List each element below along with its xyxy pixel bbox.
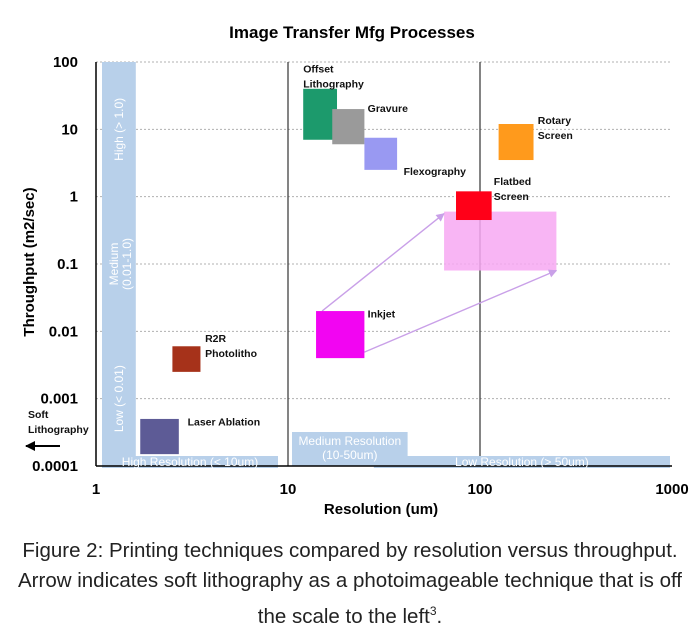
resolution-band [102, 456, 278, 468]
throughput-band-label: Low (< 0.01) [112, 365, 126, 432]
y-tick-label: 0.0001 [32, 458, 78, 475]
marker-offset-lithography [303, 88, 338, 140]
x-tick-label: 10 [280, 481, 297, 498]
label-gravure: Gravure [368, 103, 408, 115]
point-layer [140, 88, 534, 455]
resolution-band-label: Low Resolution (> 50um) [455, 455, 589, 469]
label-soft-lithography: Soft Lithography [28, 409, 89, 436]
marker-inkjet [316, 311, 365, 359]
marker-r2r-photolitho [172, 346, 201, 372]
arrow-upper [321, 213, 445, 312]
chart-title: Image Transfer Mfg Processes [229, 23, 475, 42]
y-tick-label: 1 [70, 189, 78, 206]
axis-layer [95, 62, 672, 467]
label-inkjet: Inkjet [368, 309, 396, 321]
x-tick-label: 1000 [655, 481, 688, 498]
x-tick-label: 1 [92, 481, 100, 498]
caption-footnote: 3 [429, 604, 437, 618]
marker-laser-ablation [140, 418, 179, 455]
label-rotary-screen: Rotary Screen [538, 115, 573, 142]
band-layer [102, 62, 670, 468]
throughput-band-label: High (> 1.0) [112, 98, 126, 161]
label-layer: High (> 1.0) Medium(0.01-1.0) Low (< 0.01)… [25, 54, 689, 498]
grid [96, 61, 672, 467]
y-tick-label: 0.01 [49, 323, 78, 340]
label-offset-lithography: Offset Lithography [303, 63, 364, 90]
label-flatbed-screen: Flatbed Screen [494, 176, 531, 203]
y-axis-label: Throughput (m2/sec) [21, 187, 38, 336]
y-tick-label: 0.1 [57, 256, 78, 273]
resolution-band [373, 456, 670, 468]
marker-flexography [364, 137, 398, 170]
marker-rotary-screen [498, 124, 534, 161]
marker-gravure [332, 109, 365, 145]
y-tick-label: 0.001 [40, 391, 78, 408]
x-axis-label: Resolution (um) [324, 501, 438, 518]
y-tick-label: 100 [53, 54, 78, 71]
resolution-band-label: High Resolution (< 10um) [122, 455, 258, 469]
region-rect [444, 211, 557, 271]
region-layer [321, 211, 558, 353]
resolution-band-label: Medium Resolution (10-50um) [298, 434, 401, 462]
y-tick-label: 10 [61, 121, 78, 138]
label-laser-ablation: Laser Ablation [188, 416, 261, 428]
label-flexography: Flexography [404, 166, 467, 178]
throughput-band [102, 62, 136, 466]
throughput-band-label: Medium(0.01-1.0) [107, 238, 134, 290]
arrow-lower [364, 269, 558, 353]
caption-text: Figure 2: Printing techniques compared b… [18, 539, 682, 628]
chart-canvas: Image Transfer Mfg Processes High (> 1.0… [21, 23, 689, 518]
label-r2r-photolitho: R2R Photolitho [205, 333, 257, 360]
marker-flatbed-screen [456, 191, 492, 221]
figure-caption: Figure 2: Printing techniques compared b… [10, 536, 690, 632]
x-tick-label: 100 [467, 481, 492, 498]
caption-end: . [436, 604, 443, 628]
